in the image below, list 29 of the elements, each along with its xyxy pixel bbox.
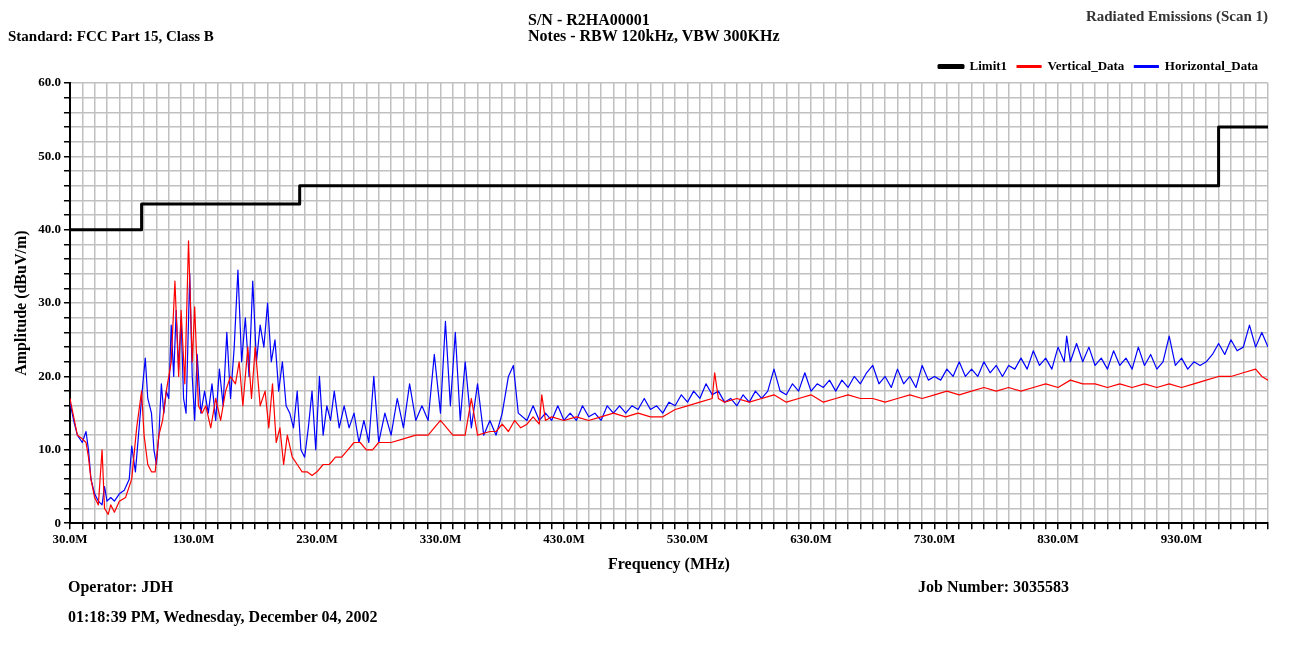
- legend-label: Vertical_Data: [1047, 57, 1125, 73]
- y-tick-label: 50.0: [38, 147, 61, 163]
- chart-title: Radiated Emissions (Scan 1): [1085, 7, 1268, 25]
- legend-label: Limit1: [969, 57, 1008, 73]
- x-tick-label: 930.0M: [1160, 531, 1203, 547]
- x-tick-label: 130.0M: [172, 531, 215, 547]
- text: Job Number: 3035583: [918, 578, 1071, 596]
- y-tick-label: 10.0: [38, 441, 61, 457]
- x-tick-label: 530.0M: [666, 531, 709, 547]
- x-tick-label: 630.0M: [790, 531, 832, 547]
- x-axis-title: Frequency (MHz): [608, 554, 730, 573]
- legend-label: Horizontal_Data: [1164, 57, 1259, 73]
- x-tick-label: 430.0M: [543, 531, 585, 547]
- x-tick-label: 730.0M: [913, 531, 956, 547]
- x-tick-label: 230.0M: [296, 531, 338, 547]
- y-tick-label: 20.0: [38, 367, 61, 383]
- text: S/N - R2HA00001: [528, 11, 651, 28]
- x-tick-label: 830.0M: [1037, 531, 1079, 547]
- text: Notes - RBW 120kHz, VBW 300KHz: [528, 27, 780, 44]
- y-axis-title: Amplitude (dBuV/m): [11, 230, 30, 376]
- chart-subtitle: Standard: FCC Part 15, Class B: [8, 27, 214, 44]
- y-tick-label: 40.0: [38, 221, 61, 237]
- x-tick-label: 330.0M: [419, 531, 462, 547]
- text: Operator: JDH: [68, 578, 175, 596]
- y-tick-label: 0: [54, 514, 61, 530]
- text: 01:18:39 PM, Wednesday, December 04, 2002: [68, 608, 379, 626]
- x-tick-label: 30.0M: [52, 531, 88, 547]
- y-tick-label: 60.0: [38, 74, 61, 90]
- y-tick-label: 30.0: [38, 294, 61, 310]
